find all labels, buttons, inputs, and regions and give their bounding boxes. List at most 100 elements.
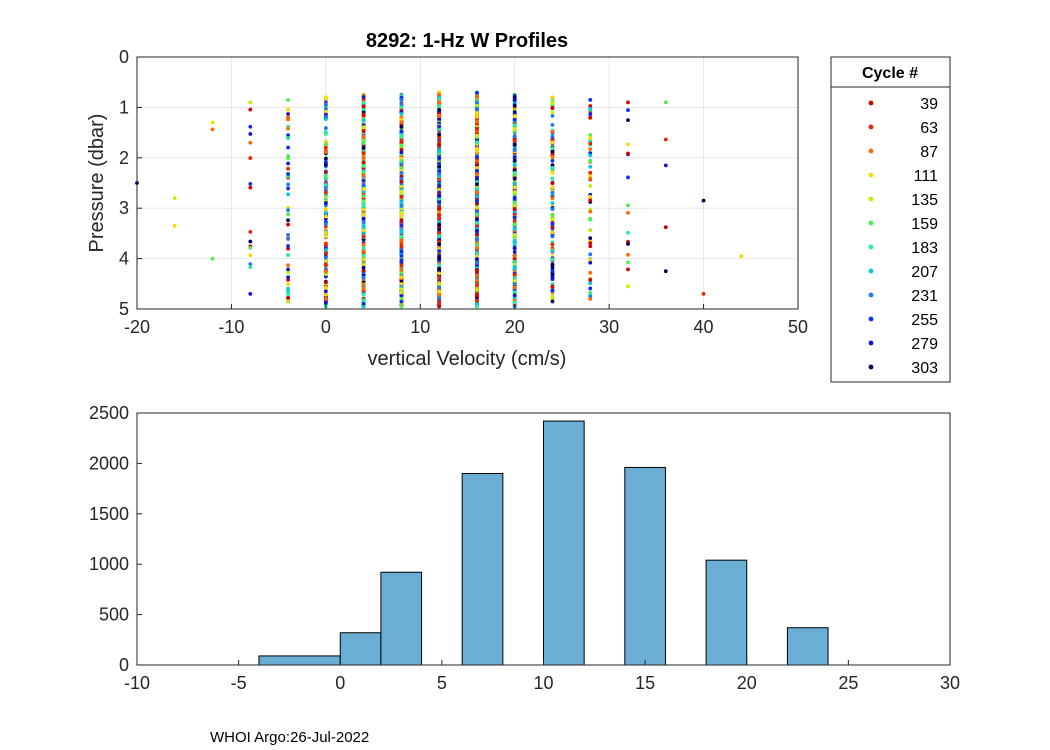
- scatter-point: [475, 114, 479, 119]
- scatter-point: [588, 194, 593, 199]
- legend-entry-label: 63: [920, 120, 938, 137]
- scatter-point: [323, 145, 328, 150]
- scatter-point: [323, 211, 328, 215]
- scatter-point: [512, 227, 517, 231]
- scatter-point: [399, 102, 404, 107]
- scatter-point: [286, 186, 290, 191]
- scatter-point: [286, 286, 290, 291]
- scatter-point: [399, 184, 404, 189]
- scatter-point: [512, 275, 517, 280]
- scatter-point: [286, 97, 290, 102]
- scatter-point: [512, 98, 517, 102]
- scatter-point: [323, 263, 328, 268]
- scatter-point: [323, 289, 328, 294]
- legend-title: Cycle #: [862, 65, 918, 82]
- scatter-point: [286, 145, 290, 150]
- scatter-point: [172, 223, 177, 228]
- scatter-point: [626, 252, 630, 257]
- scatter-point: [210, 127, 215, 132]
- scatter-point: [512, 215, 517, 220]
- scatter-point: [286, 233, 290, 237]
- histogram-panel: -10 -5 0 5 10 15 20 25 30 0 500 1000 1500 2000 2500: [89, 403, 960, 693]
- histogram-x-tick-label: 20: [737, 673, 757, 693]
- scatter-point: [323, 293, 328, 297]
- scatter-point: [437, 222, 442, 227]
- scatter-point: [210, 256, 215, 261]
- scatter-point: [361, 201, 366, 206]
- scatter-point: [550, 95, 555, 100]
- scatter-point: [361, 160, 366, 165]
- legend-marker: [868, 220, 874, 226]
- histogram-y-tick-label: 500: [99, 605, 129, 625]
- scatter-point: [323, 280, 328, 285]
- scatter-point: [437, 271, 442, 276]
- scatter-point: [475, 190, 479, 194]
- scatter-point: [437, 171, 442, 176]
- scatter-point: [475, 278, 479, 283]
- scatter-x-ticks: -20 -10 0 10 20 30 40 50: [124, 304, 808, 337]
- scatter-point: [512, 250, 517, 254]
- scatter-point: [323, 126, 328, 131]
- scatter-point: [323, 301, 328, 305]
- scatter-point: [437, 140, 442, 145]
- scatter-point: [286, 244, 290, 248]
- scatter-point: [437, 256, 442, 260]
- scatter-point: [323, 214, 328, 219]
- scatter-point: [437, 183, 442, 188]
- scatter-point: [361, 208, 366, 212]
- scatter-point: [626, 175, 630, 180]
- scatter-point: [399, 147, 404, 152]
- scatter-point: [626, 203, 630, 208]
- scatter-point: [550, 185, 555, 190]
- scatter-point: [512, 253, 517, 258]
- histogram-y-tick-label: 0: [119, 655, 129, 675]
- scatter-point: [437, 213, 442, 218]
- histogram-bar: [380, 571, 423, 666]
- histogram-bar: [339, 632, 382, 666]
- scatter-point: [437, 161, 442, 166]
- scatter-x-tick-label: 40: [694, 317, 714, 337]
- scatter-point: [512, 190, 517, 195]
- scatter-point: [475, 201, 479, 206]
- scatter-point: [550, 140, 555, 145]
- scatter-point: [550, 222, 555, 226]
- scatter-point: [399, 191, 404, 196]
- scatter-point: [286, 166, 290, 171]
- scatter-point: [437, 300, 442, 305]
- scatter-point: [550, 207, 555, 211]
- scatter-point: [475, 182, 479, 187]
- scatter-title: 8292: 1-Hz W Profiles: [366, 30, 568, 52]
- scatter-point: [399, 179, 404, 184]
- histogram-y-ticks: 0 500 1000 1500 2000 2500: [89, 403, 142, 675]
- scatter-point: [475, 161, 479, 166]
- histogram-bar: [705, 559, 748, 666]
- scatter-point: [512, 185, 517, 190]
- scatter-point: [437, 135, 442, 140]
- legend-entry-label: 207: [911, 264, 938, 281]
- scatter-point: [475, 283, 479, 288]
- scatter-point: [475, 94, 479, 99]
- scatter-point: [248, 262, 253, 267]
- scatter-point: [286, 246, 290, 251]
- scatter-point: [588, 104, 593, 108]
- scatter-point: [323, 248, 328, 253]
- scatter-y-tick-label: 2: [119, 148, 129, 168]
- scatter-point: [286, 182, 290, 187]
- scatter-point: [323, 258, 328, 263]
- scatter-point: [399, 275, 404, 279]
- legend-marker: [868, 340, 874, 346]
- scatter-point: [399, 129, 404, 134]
- scatter-point: [248, 265, 253, 269]
- scatter-point: [663, 163, 668, 168]
- scatter-point: [399, 249, 404, 254]
- legend-entry-label: 303: [911, 360, 938, 377]
- scatter-point: [361, 141, 366, 145]
- scatter-point: [550, 212, 555, 217]
- scatter-point: [248, 156, 253, 160]
- scatter-point: [361, 100, 366, 105]
- scatter-point: [588, 164, 593, 169]
- legend-entry-label: 231: [911, 288, 938, 305]
- scatter-point: [437, 199, 442, 204]
- scatter-point: [172, 196, 177, 201]
